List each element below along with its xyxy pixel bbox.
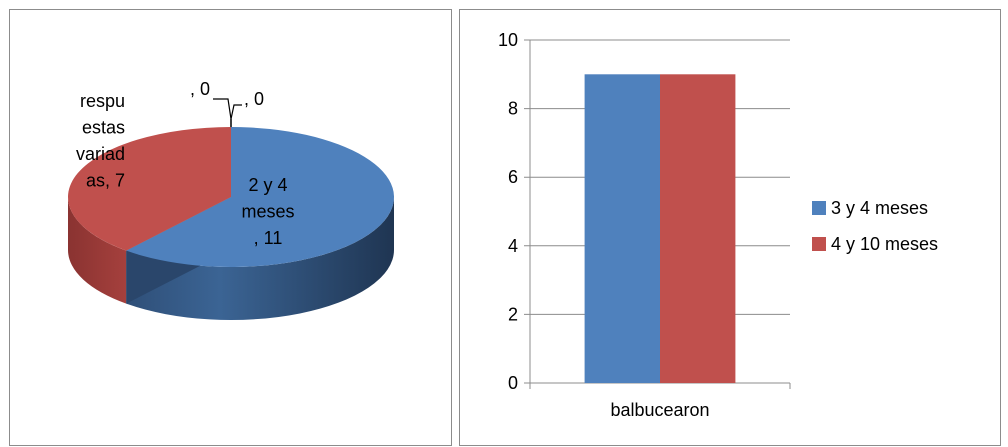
leader-line [213,98,232,120]
pie-data-label: meses [241,202,294,222]
legend-label: 3 y 4 meses [831,198,928,218]
pie-chart: 2 y 4 meses , 11 respu estas variad as, 7 , 0 , … [67,77,394,320]
x-tick-label: balbucearon [610,400,709,420]
pie-chart-panel: 2 y 4 meses , 11 respu estas variad as, 7 , 0 , … [9,9,452,446]
pie-data-label: , 0 [244,89,264,109]
bar-chart-panel: 0 2 4 6 8 10 balbucearon 3 y 4 meses 4 y 10 mese… [459,9,1001,446]
pie-slice-side [126,197,394,320]
leader-line [230,104,245,120]
bar-chart: 0 2 4 6 8 10 balbucearon 3 y 4 meses 4 y 10 mese… [498,30,938,420]
bar [584,74,660,384]
pie-data-label: , 0 [190,79,210,99]
pie-data-label: respu [80,91,125,111]
pie-slice-side [68,197,127,304]
y-tick-label: 4 [508,236,518,256]
y-tick-label: 10 [498,30,518,50]
y-tick-label: 6 [508,167,518,187]
pie-data-label: estas [82,118,125,138]
pie-slice [67,127,231,251]
data-label-bg [242,87,280,110]
pie-data-label: variad [76,144,125,164]
pie-slice [126,127,394,267]
bar [660,74,736,384]
pie-data-label: 2 y 4 [248,175,287,195]
legend-label: 4 y 10 meses [831,234,938,254]
data-label-bg [174,77,212,100]
y-tick-label: 0 [508,373,518,393]
pie-data-label: , 11 [254,228,283,248]
y-tick-label: 8 [508,99,518,119]
legend-swatch [812,237,826,251]
y-tick-label: 2 [508,304,518,324]
pie-data-label: as, 7 [86,171,125,191]
legend-swatch [812,201,826,215]
